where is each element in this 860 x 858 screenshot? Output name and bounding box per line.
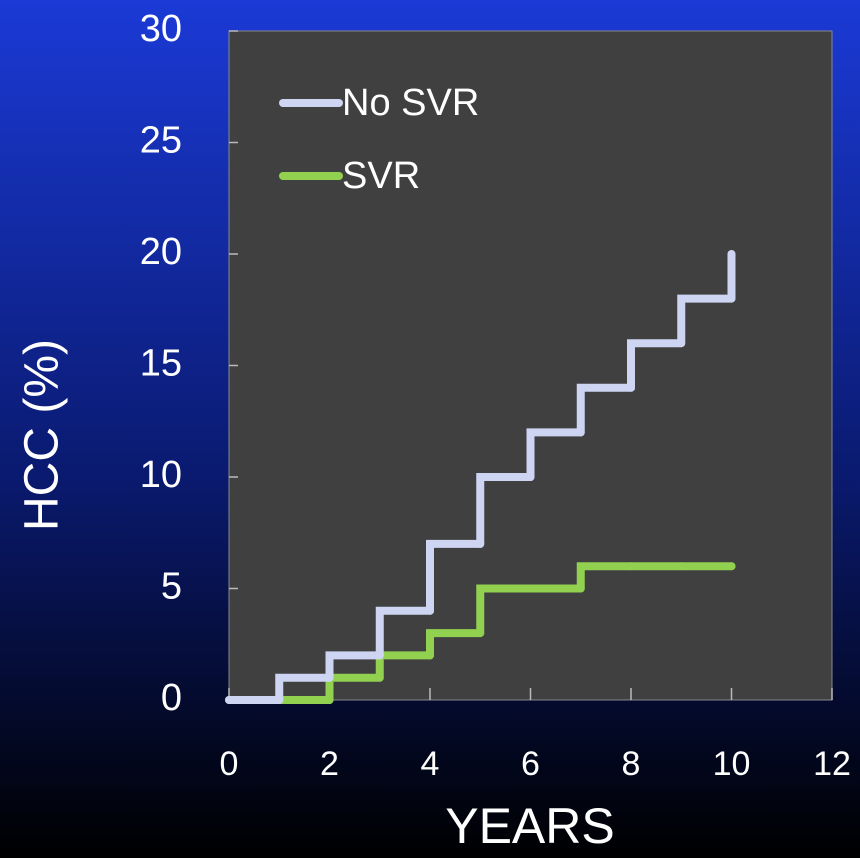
y-tick-label: 15: [140, 343, 182, 385]
x-tick-label: 2: [320, 745, 339, 783]
x-tick-label: 6: [521, 745, 540, 783]
x-axis-label: YEARS: [445, 798, 615, 854]
y-tick-label: 10: [140, 454, 182, 496]
y-axis-label: HCC (%): [16, 339, 69, 531]
step-segment: [526, 428, 585, 481]
step-segment: [476, 584, 535, 638]
y-tick-label: 20: [140, 231, 182, 273]
x-tick-label: 12: [813, 745, 851, 783]
y-tick-label: 30: [140, 8, 182, 50]
step-segment: [576, 383, 635, 437]
x-tick-label: 8: [622, 745, 641, 783]
step-segment: [627, 339, 686, 392]
step-segment: [576, 562, 635, 593]
x-tick-label: 4: [421, 745, 440, 783]
y-tick-label: 25: [140, 120, 182, 162]
plot-area: [228, 30, 833, 701]
y-tick-label: 0: [161, 677, 182, 719]
step-segment: [325, 651, 384, 682]
x-tick-label: 0: [220, 745, 239, 783]
step-segment: [426, 629, 485, 660]
step-segment: [375, 606, 434, 660]
step-segment: [275, 673, 334, 704]
x-tick-label: 10: [713, 745, 751, 783]
step-segment: [426, 539, 485, 615]
step-segment: [677, 294, 736, 348]
legend-label: No SVR: [342, 82, 479, 124]
legend-label: SVR: [342, 155, 420, 197]
y-tick-label: 5: [161, 566, 182, 608]
step-segment: [476, 473, 535, 548]
